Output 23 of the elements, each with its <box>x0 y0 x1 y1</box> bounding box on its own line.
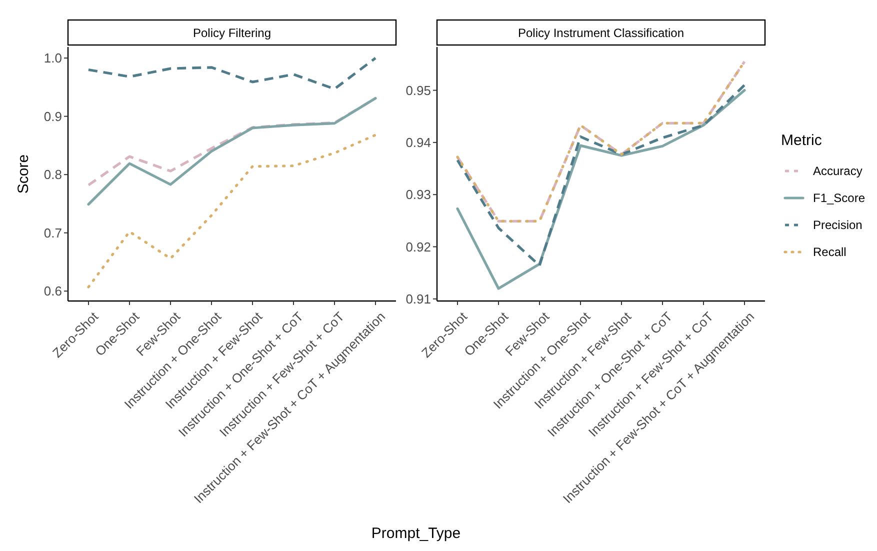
line-series <box>87 96 377 206</box>
y-tick-label: 0.94 <box>406 134 431 150</box>
legend-label: Precision <box>813 218 862 232</box>
y-tick-label: 0.8 <box>44 167 62 182</box>
legend-title: Metric <box>781 132 822 149</box>
y-tick-label: 0.95 <box>406 82 431 98</box>
y-tick-label: 0.9 <box>44 108 62 124</box>
line-series <box>87 134 377 288</box>
y-tick-label: 0.7 <box>44 225 62 240</box>
chart-title: Policy Filtering <box>192 26 272 40</box>
legend-label: F1_Score <box>813 191 866 206</box>
y-tick-label: 0.92 <box>406 239 431 254</box>
y-tick-label: 1.0 <box>44 50 62 66</box>
y-tick-label: 0.6 <box>44 284 62 299</box>
legend-label: Accuracy <box>813 164 862 178</box>
line-series <box>87 56 377 90</box>
x-axis-title: Prompt_Type <box>371 525 461 542</box>
y-tick-label: 0.93 <box>406 187 431 202</box>
y-axis-title: Score <box>15 154 32 194</box>
legend-label: Recall <box>813 245 846 260</box>
chart-title: Policy Instrument Classification <box>518 26 684 40</box>
line-series <box>456 60 746 222</box>
y-tick-label: 0.91 <box>406 291 431 306</box>
